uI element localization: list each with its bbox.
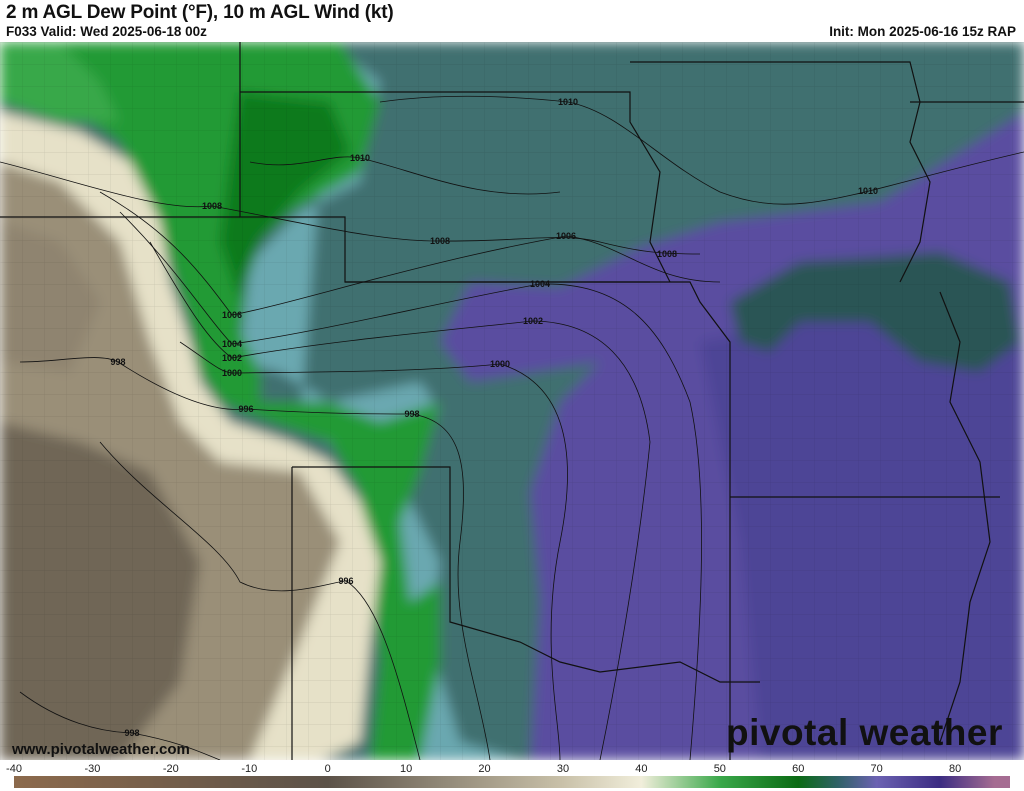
website-link[interactable]: www.pivotalweather.com	[12, 741, 190, 758]
county-borders	[0, 42, 1024, 760]
colorbar-tick-label: 40	[635, 763, 648, 775]
colorbar-tick-label: -40	[6, 763, 22, 775]
isobar-label: 1000	[221, 368, 243, 378]
valid-time: F033 Valid: Wed 2025-06-18 00z	[6, 24, 207, 39]
colorbar-tick-label: 60	[792, 763, 805, 775]
isobar-label: 998	[124, 728, 140, 738]
isobar-label: 1006	[221, 310, 243, 320]
colorbar-tick-label: -20	[162, 763, 179, 775]
isobar-label: 1004	[221, 339, 243, 349]
isobar-label: 1008	[429, 236, 451, 246]
isobar-label: 996	[238, 404, 254, 414]
colorbar-tick-label: 10	[400, 763, 413, 775]
state-borders	[0, 42, 1024, 760]
isobar-label: 1006	[555, 231, 577, 241]
colorbar-tick-label: 50	[713, 763, 726, 775]
isobar-label: 1002	[221, 353, 243, 363]
colorbar-tick-label: 0	[324, 763, 331, 775]
isobar-label: 1002	[522, 316, 544, 326]
colorbar	[14, 776, 1010, 788]
brand-logo: pivotal weather	[726, 712, 1003, 753]
map-title: 2 m AGL Dew Point (°F), 10 m AGL Wind (k…	[6, 2, 394, 23]
isobar-label: 1008	[201, 201, 223, 211]
isobar-label: 1010	[557, 97, 579, 107]
colorbar-tick-label: 80	[948, 763, 962, 775]
isobar-label: 1000	[489, 359, 511, 369]
isobar-label: 998	[404, 409, 420, 419]
isobars	[0, 95, 1024, 760]
colorbar-tick-label: 20	[478, 763, 491, 775]
isobar-label: 1004	[529, 279, 551, 289]
colorbar-tick-label: 30	[556, 763, 570, 775]
colorbar-tick-label: -10	[241, 763, 258, 775]
isobar-label: 998	[110, 357, 126, 367]
isobar-label: 1008	[656, 249, 678, 259]
init-time: Init: Mon 2025-06-16 15z RAP	[829, 24, 1016, 39]
isobar-label: 1010	[857, 186, 879, 196]
colorbar-tick-label: -30	[84, 763, 101, 775]
isobar-label: 996	[338, 576, 354, 586]
dewpoint-map[interactable]	[0, 42, 1024, 760]
isobar-label: 1010	[349, 153, 371, 163]
colorbar-tick-label: 70	[870, 763, 883, 775]
